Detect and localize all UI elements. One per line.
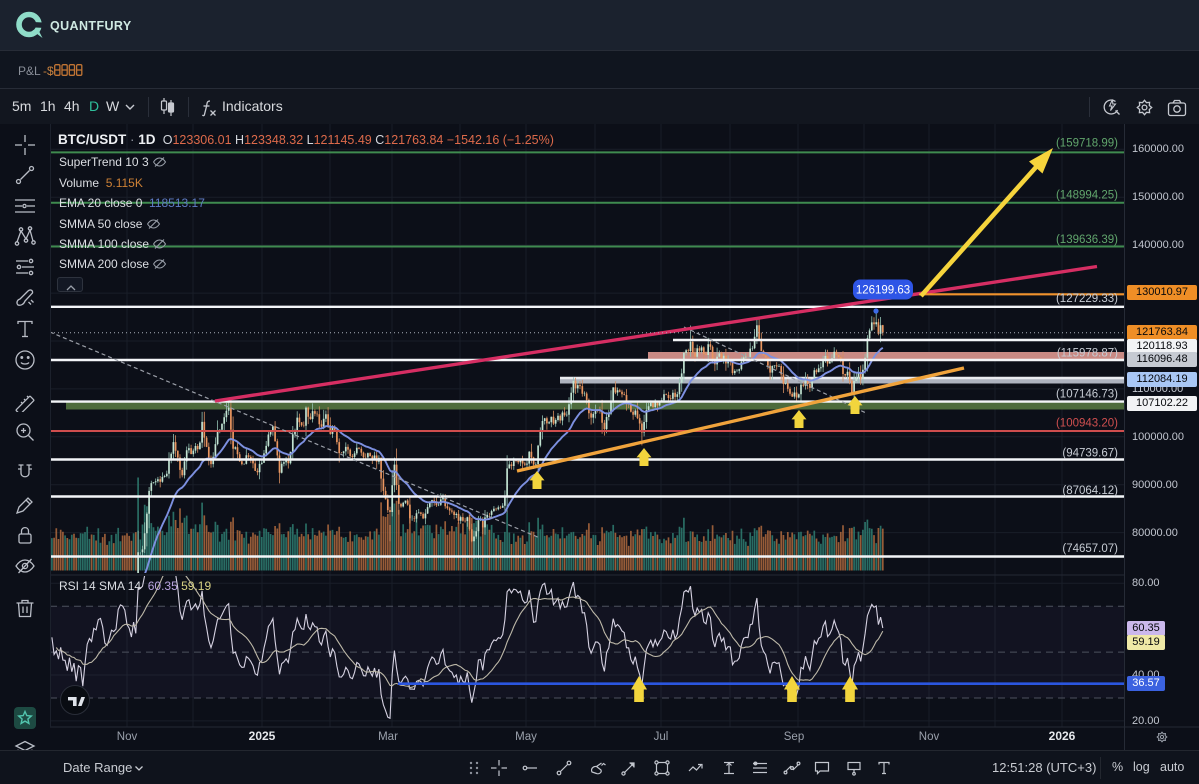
svg-text:(87064.12): (87064.12) <box>1062 485 1118 497</box>
svg-text:(139636.39): (139636.39) <box>1056 234 1118 246</box>
svg-text:(159718.99): (159718.99) <box>1056 137 1118 149</box>
svg-text:(115978.87): (115978.87) <box>1057 347 1118 359</box>
svg-text:Sep: Sep <box>784 731 804 743</box>
svg-text:(107146.73): (107146.73) <box>1056 388 1118 400</box>
svg-text:(127229.33): (127229.33) <box>1056 293 1118 305</box>
svg-text:Mar: Mar <box>378 731 398 743</box>
svg-text:(94739.67): (94739.67) <box>1062 447 1118 459</box>
svg-text:Nov: Nov <box>919 731 940 743</box>
svg-text:2025: 2025 <box>249 729 276 743</box>
svg-text:(100943.20): (100943.20) <box>1056 417 1118 429</box>
svg-text:(74657.07): (74657.07) <box>1062 543 1118 555</box>
svg-text:Jul: Jul <box>654 731 669 743</box>
svg-text:2026: 2026 <box>1049 729 1076 743</box>
svg-text:(148994.25): (148994.25) <box>1056 190 1118 202</box>
svg-text:May: May <box>515 731 537 743</box>
svg-text:Nov: Nov <box>117 731 138 743</box>
svg-text:126199.63: 126199.63 <box>856 285 910 297</box>
